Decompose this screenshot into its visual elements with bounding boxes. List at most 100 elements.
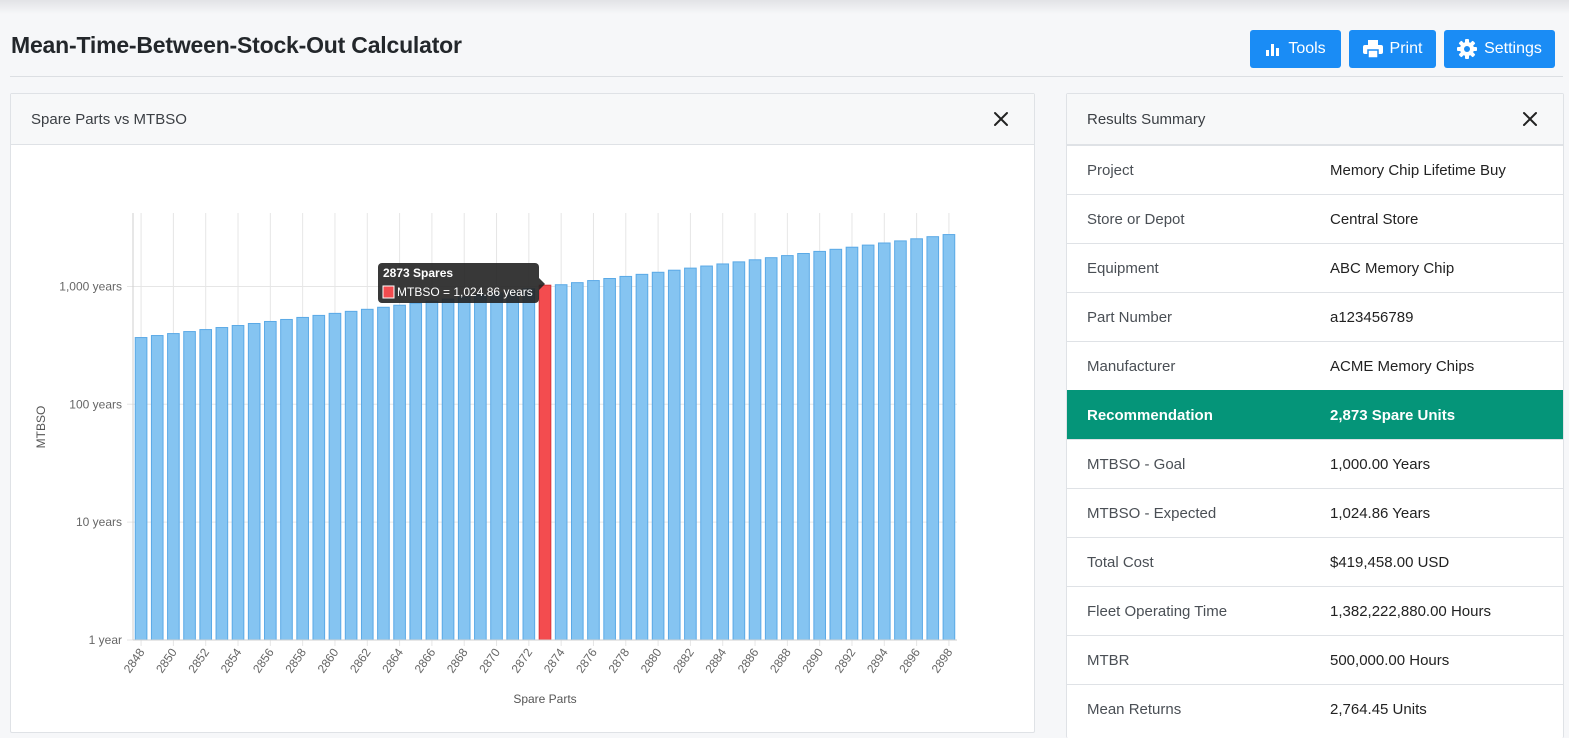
bar <box>280 318 293 641</box>
bar <box>894 240 907 641</box>
bar <box>360 308 374 641</box>
x-tick-label: 2884 <box>702 645 729 675</box>
bar <box>829 248 843 641</box>
bar <box>877 242 891 641</box>
bar <box>409 302 423 641</box>
x-tick-label: 2870 <box>476 645 503 675</box>
summary-row-mtbso-goal: MTBSO - Goal 1,000.00 Years <box>1067 439 1563 488</box>
x-tick-label: 2886 <box>735 645 762 675</box>
x-tick-label: 2896 <box>896 645 923 675</box>
x-tick-label: 2878 <box>605 645 632 675</box>
summary-label: Store or Depot <box>1087 211 1185 228</box>
summary-row-manufacturer: Manufacturer ACME Memory Chips <box>1067 341 1563 390</box>
x-tick-label: 2876 <box>573 645 600 675</box>
bar <box>425 300 439 641</box>
tooltip-swatch <box>382 285 395 299</box>
bar <box>328 312 342 641</box>
bar <box>813 250 826 641</box>
x-tick-label: 2862 <box>347 645 374 675</box>
gear-icon <box>1457 39 1478 59</box>
bar <box>587 280 600 641</box>
bar <box>457 296 471 641</box>
print-button-label: Print <box>1389 40 1423 57</box>
tooltip-title: 2873 Spares <box>383 266 453 280</box>
bar <box>651 271 665 641</box>
bar <box>748 259 762 641</box>
x-tick-label: 2860 <box>315 645 342 675</box>
top-shadow <box>0 0 1569 14</box>
y-tick-label: 10 years <box>76 515 122 529</box>
close-icon[interactable] <box>993 111 1009 127</box>
bar <box>570 282 584 641</box>
bar <box>264 320 277 641</box>
x-tick-label: 2854 <box>218 645 245 675</box>
print-button[interactable]: Print <box>1349 30 1436 68</box>
summary-row-store: Store or Depot Central Store <box>1067 194 1563 243</box>
y-tick-label: 100 years <box>69 397 122 411</box>
bar <box>393 304 406 641</box>
bar <box>134 337 148 641</box>
x-tick-label: 2848 <box>121 645 148 675</box>
x-tick-label: 2850 <box>153 645 180 675</box>
bar <box>312 314 326 641</box>
summary-value: 1,024.86 Years <box>1330 505 1431 522</box>
tooltip-label: MTBSO = 1,024.86 years <box>397 285 533 299</box>
results-summary-title: Results Summary <box>1087 111 1206 128</box>
summary-label: Manufacturer <box>1087 358 1176 375</box>
chart-tooltip: 2873 Spares MTBSO = 1,024.86 years <box>378 263 545 303</box>
bar <box>603 278 616 641</box>
summary-label: Total Cost <box>1087 554 1154 571</box>
summary-row-total-cost: Total Cost $419,458.00 USD <box>1067 537 1563 586</box>
close-icon[interactable] <box>1522 111 1538 127</box>
tools-button[interactable]: Tools <box>1250 30 1341 68</box>
summary-label: Project <box>1087 162 1134 179</box>
x-tick-label: 2874 <box>541 645 568 675</box>
summary-value: 2,873 Spare Units <box>1330 407 1456 424</box>
bar <box>554 284 568 641</box>
bar <box>522 288 536 641</box>
summary-label: MTBSO - Goal <box>1087 456 1186 473</box>
bar <box>506 290 520 641</box>
summary-label: Part Number <box>1087 309 1173 326</box>
chart-card-header: Spare Parts vs MTBSO <box>11 94 1034 145</box>
bar <box>344 310 358 641</box>
y-axis-title: MTBSO <box>34 406 48 449</box>
summary-value: ABC Memory Chip <box>1330 260 1455 277</box>
bar <box>247 322 261 641</box>
x-tick-label: 2888 <box>767 645 794 675</box>
tools-button-label: Tools <box>1288 40 1326 57</box>
summary-value: $419,458.00 USD <box>1330 554 1450 571</box>
x-tick-label: 2858 <box>282 645 309 675</box>
bar <box>474 294 487 641</box>
x-tick-label: 2890 <box>799 645 826 675</box>
y-tick-label: 1 year <box>89 633 122 647</box>
header-divider <box>10 76 1563 77</box>
bar <box>700 265 713 641</box>
bar-chart-icon <box>1266 44 1280 56</box>
bar <box>845 246 859 641</box>
summary-row-mean-returns: Mean Returns 2,764.45 Units <box>1067 684 1563 733</box>
summary-value: Central Store <box>1330 211 1419 228</box>
summary-value: 500,000.00 Hours <box>1330 652 1450 669</box>
results-summary-header: Results Summary <box>1067 94 1563 145</box>
summary-value: 2,764.45 Units <box>1330 701 1427 718</box>
bar <box>732 261 746 641</box>
settings-button-label: Settings <box>1484 40 1542 57</box>
results-summary-card: Results Summary Project Memory Chip Life… <box>1066 93 1564 738</box>
x-tick-label: 2872 <box>509 645 536 675</box>
x-tick-label: 2866 <box>412 645 439 675</box>
chart-bars <box>134 234 956 641</box>
bar <box>167 333 180 641</box>
bar <box>215 327 229 641</box>
bar <box>667 269 681 641</box>
tooltip-caret <box>539 278 545 290</box>
summary-label: Fleet Operating Time <box>1087 603 1228 620</box>
summary-value: 1,000.00 Years <box>1330 456 1431 473</box>
summary-row-project: Project Memory Chip Lifetime Buy <box>1067 145 1563 194</box>
settings-button[interactable]: Settings <box>1444 30 1555 68</box>
bar <box>910 238 923 641</box>
summary-row-equipment: Equipment ABC Memory Chip <box>1067 243 1563 292</box>
bar <box>764 257 778 641</box>
x-tick-label: 2892 <box>832 645 859 675</box>
bar-highlighted <box>538 284 552 641</box>
